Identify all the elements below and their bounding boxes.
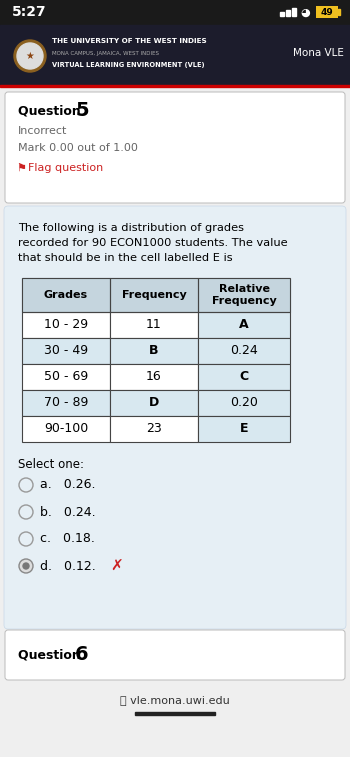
Text: 30 - 49: 30 - 49 xyxy=(44,344,88,357)
Text: ⚑: ⚑ xyxy=(16,163,26,173)
Text: 0.20: 0.20 xyxy=(230,397,258,410)
Bar xyxy=(110,364,198,390)
Circle shape xyxy=(19,532,33,546)
Bar xyxy=(0,85,350,87)
Bar xyxy=(135,712,215,715)
FancyBboxPatch shape xyxy=(4,206,346,629)
Bar xyxy=(0,0,350,25)
Text: c.   0.18.: c. 0.18. xyxy=(40,532,95,546)
Bar xyxy=(338,9,340,15)
Bar xyxy=(292,8,296,16)
Bar xyxy=(286,10,290,16)
Text: 11: 11 xyxy=(146,319,162,332)
Text: that should be in the cell labelled E is: that should be in the cell labelled E is xyxy=(18,253,233,263)
Text: 5: 5 xyxy=(75,101,89,120)
Bar xyxy=(110,312,198,338)
FancyBboxPatch shape xyxy=(5,630,345,680)
Circle shape xyxy=(17,43,43,69)
Text: Mark 0.00 out of 1.00: Mark 0.00 out of 1.00 xyxy=(18,143,138,153)
Bar xyxy=(198,416,290,442)
Circle shape xyxy=(19,559,33,573)
Bar xyxy=(0,87,350,757)
Bar xyxy=(198,364,290,390)
Circle shape xyxy=(14,40,46,72)
Bar xyxy=(110,390,198,416)
Text: 49: 49 xyxy=(321,8,333,17)
Text: The following is a distribution of grades: The following is a distribution of grade… xyxy=(18,223,244,233)
Text: 70 - 89: 70 - 89 xyxy=(44,397,88,410)
Text: Flag question: Flag question xyxy=(28,163,103,173)
Bar xyxy=(22,312,110,338)
Text: ✗: ✗ xyxy=(110,559,123,574)
Bar xyxy=(22,390,110,416)
Bar xyxy=(198,278,290,312)
Text: 6: 6 xyxy=(75,646,89,665)
Text: 🔒 vle.mona.uwi.edu: 🔒 vle.mona.uwi.edu xyxy=(120,695,230,705)
Text: Relative
Frequency: Relative Frequency xyxy=(212,284,276,306)
Circle shape xyxy=(19,478,33,492)
Bar xyxy=(22,278,290,312)
Text: B: B xyxy=(149,344,159,357)
Text: Question: Question xyxy=(18,104,85,117)
Circle shape xyxy=(23,563,29,569)
Text: D: D xyxy=(149,397,159,410)
Circle shape xyxy=(19,505,33,519)
Bar xyxy=(0,25,350,87)
Text: a.   0.26.: a. 0.26. xyxy=(40,478,96,491)
Bar xyxy=(22,338,110,364)
Bar xyxy=(110,416,198,442)
Bar xyxy=(110,278,198,312)
Text: Grades: Grades xyxy=(44,290,88,300)
Bar xyxy=(22,278,110,312)
Text: 10 - 29: 10 - 29 xyxy=(44,319,88,332)
Text: 0.24: 0.24 xyxy=(230,344,258,357)
Text: Frequency: Frequency xyxy=(122,290,186,300)
Text: THE UNIVERSITY OF THE WEST INDIES: THE UNIVERSITY OF THE WEST INDIES xyxy=(52,38,207,44)
Text: E: E xyxy=(240,422,248,435)
Bar xyxy=(198,338,290,364)
FancyBboxPatch shape xyxy=(5,92,345,203)
Text: Mona VLE: Mona VLE xyxy=(293,48,344,58)
Bar xyxy=(22,364,110,390)
Text: 90-100: 90-100 xyxy=(44,422,88,435)
Text: ★: ★ xyxy=(26,51,34,61)
Bar xyxy=(316,6,338,18)
Text: Incorrect: Incorrect xyxy=(18,126,67,136)
Text: C: C xyxy=(239,370,248,384)
Bar xyxy=(198,390,290,416)
Text: MONA CAMPUS, JAMAICA, WEST INDIES: MONA CAMPUS, JAMAICA, WEST INDIES xyxy=(52,51,159,55)
Text: 50 - 69: 50 - 69 xyxy=(44,370,88,384)
Text: 5:27: 5:27 xyxy=(12,5,47,20)
Text: recorded for 90 ECON1000 students. The value: recorded for 90 ECON1000 students. The v… xyxy=(18,238,288,248)
Text: 16: 16 xyxy=(146,370,162,384)
Text: d.   0.12.: d. 0.12. xyxy=(40,559,96,572)
Bar xyxy=(110,338,198,364)
Bar xyxy=(280,12,284,16)
Text: b.   0.24.: b. 0.24. xyxy=(40,506,96,519)
Bar xyxy=(198,312,290,338)
Text: VIRTUAL LEARNING ENVIRONMENT (VLE): VIRTUAL LEARNING ENVIRONMENT (VLE) xyxy=(52,62,205,68)
Text: ◕: ◕ xyxy=(300,8,310,17)
Text: Question: Question xyxy=(18,649,85,662)
Text: Select one:: Select one: xyxy=(18,458,84,471)
Text: 23: 23 xyxy=(146,422,162,435)
Text: A: A xyxy=(239,319,249,332)
Bar xyxy=(22,416,110,442)
